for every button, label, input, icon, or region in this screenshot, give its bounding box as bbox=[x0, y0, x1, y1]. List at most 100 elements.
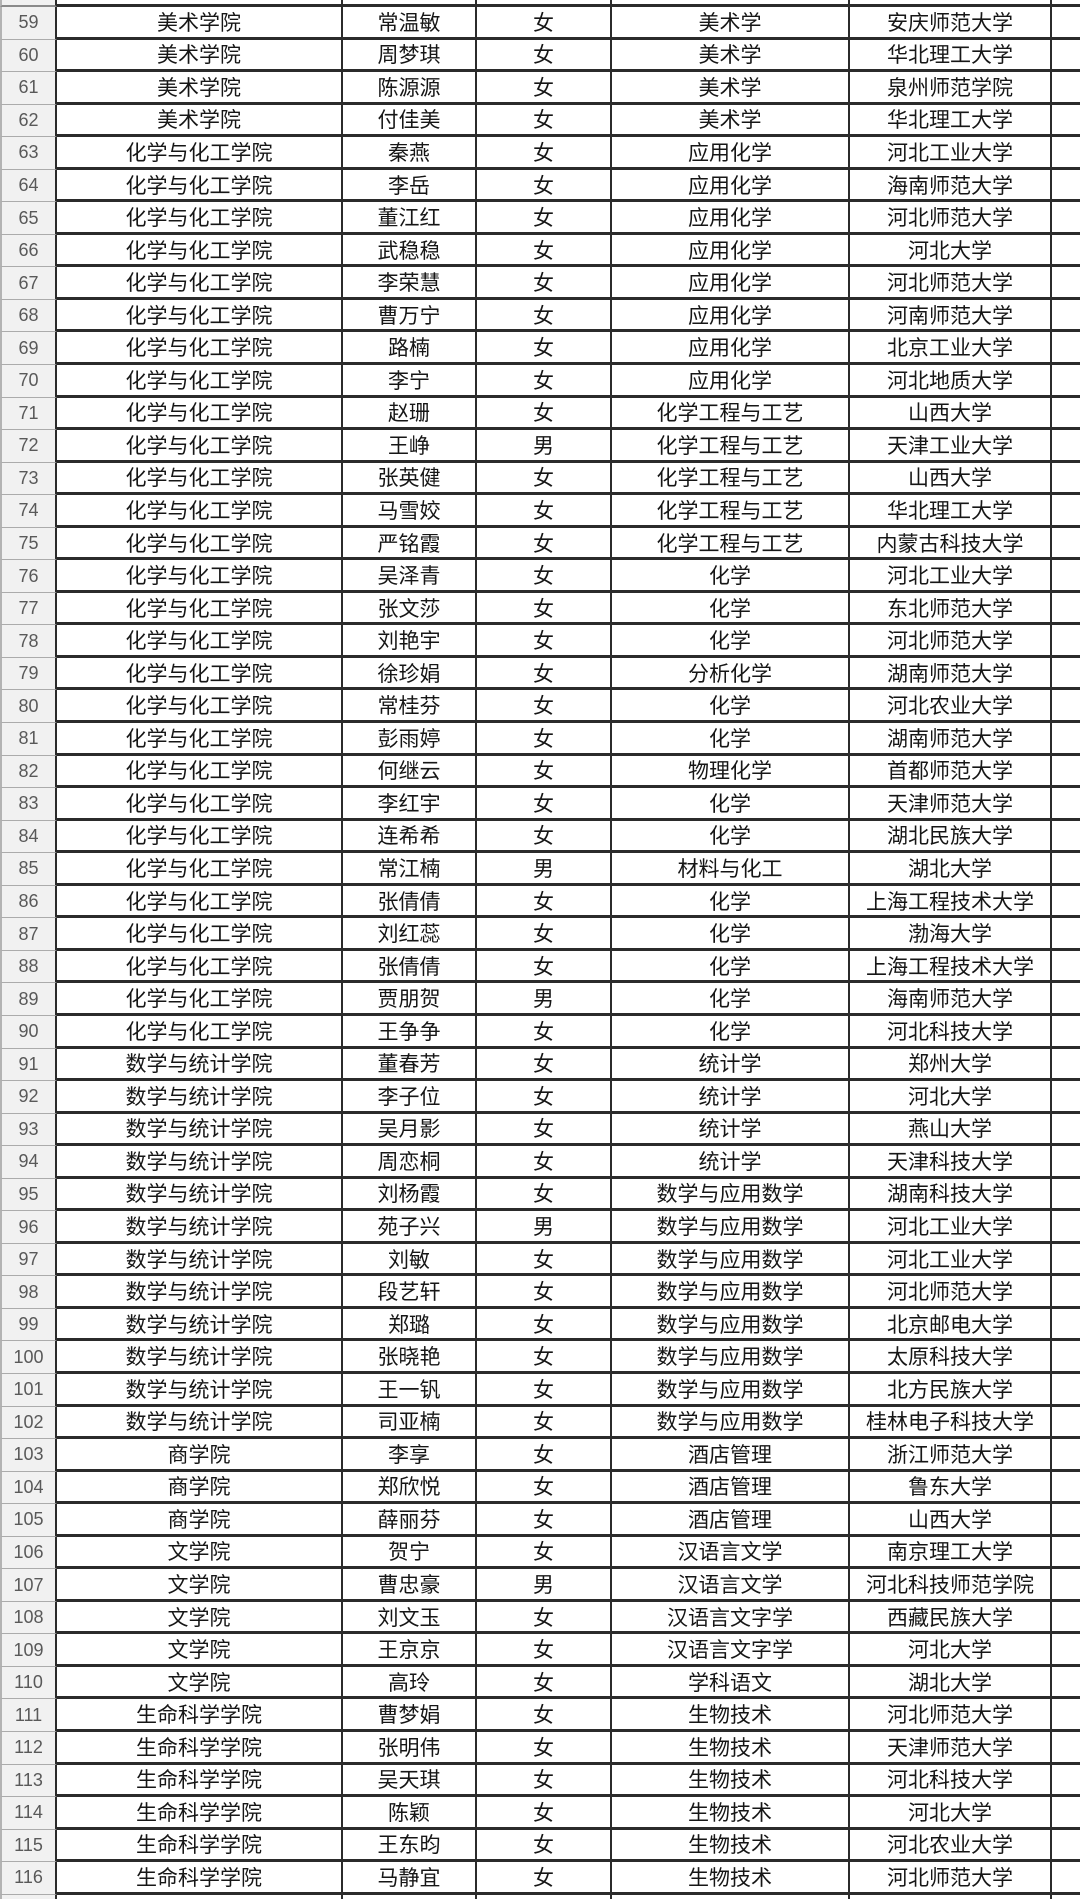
cell-college[interactable]: 化学与化工学院 bbox=[57, 625, 343, 658]
cell-university[interactable]: 鲁东大学 bbox=[850, 1471, 1052, 1505]
cell-gender[interactable]: 女 bbox=[477, 918, 612, 951]
cell-university[interactable]: 渤海大学 bbox=[850, 918, 1052, 951]
cell-name[interactable]: 张明伟 bbox=[343, 1731, 477, 1765]
cell-major[interactable]: 汉语言文字学 bbox=[612, 1601, 850, 1635]
cell-major[interactable]: 酒店管理 bbox=[612, 1504, 850, 1537]
cell-row-number[interactable]: 62 bbox=[0, 104, 57, 138]
cell-university[interactable]: 河北师范大学 bbox=[850, 202, 1052, 235]
cell-college[interactable]: 文学院 bbox=[57, 1601, 343, 1635]
cell-name[interactable]: 王峥 bbox=[343, 430, 477, 463]
cell-row-number[interactable]: 106 bbox=[0, 1536, 57, 1570]
cell-university[interactable]: 上海工程技术大学 bbox=[850, 950, 1052, 984]
cell-row-number[interactable]: 90 bbox=[0, 1015, 57, 1049]
cell-college[interactable]: 化学与化工学院 bbox=[57, 592, 343, 626]
cell-row-number[interactable]: 68 bbox=[0, 299, 57, 333]
cell-row-number[interactable]: 82 bbox=[0, 755, 57, 789]
cell-university[interactable]: 河北师范大学 bbox=[850, 625, 1052, 658]
cell-university[interactable]: 河北大学 bbox=[850, 234, 1052, 268]
cell-gender[interactable]: 女 bbox=[477, 625, 612, 658]
cell-gender[interactable]: 女 bbox=[477, 1276, 612, 1309]
cell-name[interactable]: 周恋桐 bbox=[343, 1146, 477, 1179]
cell-university[interactable]: 天津师范大学 bbox=[850, 1731, 1052, 1765]
cell-university[interactable]: 安庆师范大学 bbox=[850, 7, 1052, 40]
cell-university[interactable]: 湖北民族大学 bbox=[850, 820, 1052, 854]
cell-gender[interactable]: 女 bbox=[477, 1504, 612, 1537]
cell-gender[interactable]: 女 bbox=[477, 885, 612, 919]
cell-college[interactable]: 数学与统计学院 bbox=[57, 1341, 343, 1374]
cell-row-number[interactable]: 95 bbox=[0, 1178, 57, 1212]
cell-row-number[interactable]: 76 bbox=[0, 560, 57, 593]
cell-gender[interactable]: 女 bbox=[477, 657, 612, 691]
cell-university[interactable]: 西藏民族大学 bbox=[850, 1601, 1052, 1635]
cell-row-number[interactable]: 59 bbox=[0, 7, 57, 40]
cell-university[interactable]: 天津科技大学 bbox=[850, 1146, 1052, 1179]
cell-row-number[interactable]: 63 bbox=[0, 137, 57, 170]
cell-name[interactable]: 曹梦娟 bbox=[343, 1699, 477, 1732]
cell-college[interactable]: 化学与化工学院 bbox=[57, 365, 343, 398]
cell-university[interactable]: 河北工业大学 bbox=[850, 137, 1052, 170]
cell-name[interactable]: 陈颖 bbox=[343, 1797, 477, 1830]
cell-university[interactable]: 首都师范大学 bbox=[850, 755, 1052, 789]
cell-university[interactable]: 太原科技大学 bbox=[850, 1341, 1052, 1374]
cell-major[interactable]: 应用化学 bbox=[612, 169, 850, 203]
cell-university[interactable]: 北京工业大学 bbox=[850, 332, 1052, 366]
cell-name[interactable]: 刘敏 bbox=[343, 1243, 477, 1277]
cell-name[interactable]: 董春芳 bbox=[343, 1048, 477, 1082]
cell-college[interactable]: 化学与化工学院 bbox=[57, 853, 343, 886]
cell-university[interactable]: 华北理工大学 bbox=[850, 495, 1052, 528]
cell-college[interactable]: 化学与化工学院 bbox=[57, 495, 343, 528]
cell-major[interactable]: 数学与应用数学 bbox=[612, 1406, 850, 1440]
cell-major[interactable]: 化学 bbox=[612, 1015, 850, 1049]
cell-row-number[interactable]: 112 bbox=[0, 1731, 57, 1765]
cell-row-number[interactable]: 64 bbox=[0, 169, 57, 203]
cell-row-number[interactable]: 113 bbox=[0, 1764, 57, 1798]
cell-college[interactable]: 化学与化工学院 bbox=[57, 1015, 343, 1049]
cell-name[interactable]: 王争争 bbox=[343, 1015, 477, 1049]
cell-gender[interactable]: 女 bbox=[477, 527, 612, 561]
cell-name[interactable]: 马静宜 bbox=[343, 1862, 477, 1895]
cell-college[interactable]: 生命科学学院 bbox=[57, 1862, 343, 1895]
cell-name[interactable]: 马雪姣 bbox=[343, 495, 477, 528]
cell-row-number[interactable]: 92 bbox=[0, 1081, 57, 1114]
cell-gender[interactable]: 女 bbox=[477, 169, 612, 203]
cell-college[interactable]: 文学院 bbox=[57, 1666, 343, 1700]
cell-college[interactable]: 生命科学学院 bbox=[57, 1829, 343, 1863]
cell-row-number[interactable]: 111 bbox=[0, 1699, 57, 1732]
cell-major[interactable]: 化学工程与工艺 bbox=[612, 397, 850, 431]
cell-college[interactable]: 化学与化工学院 bbox=[57, 885, 343, 919]
cell-major[interactable]: 化学工程与工艺 bbox=[612, 527, 850, 561]
cell-major[interactable]: 生物技术 bbox=[612, 1862, 850, 1895]
cell-university[interactable]: 南京理工大学 bbox=[850, 1536, 1052, 1570]
cell-name[interactable]: 郑璐 bbox=[343, 1308, 477, 1342]
cell-college[interactable]: 化学与化工学院 bbox=[57, 137, 343, 170]
cell-college[interactable]: 化学与化工学院 bbox=[57, 299, 343, 333]
cell-name[interactable]: 张晓艳 bbox=[343, 1341, 477, 1374]
cell-major[interactable]: 化学 bbox=[612, 983, 850, 1016]
cell-name[interactable]: 王一钒 bbox=[343, 1373, 477, 1407]
cell-gender[interactable]: 女 bbox=[477, 1699, 612, 1732]
cell-major[interactable]: 生物技术 bbox=[612, 1731, 850, 1765]
cell-major[interactable]: 美术学 bbox=[612, 39, 850, 73]
cell-gender[interactable]: 女 bbox=[477, 104, 612, 138]
cell-name[interactable]: 苑子兴 bbox=[343, 1211, 477, 1244]
cell-name[interactable]: 李岳 bbox=[343, 169, 477, 203]
cell-major[interactable]: 化学 bbox=[612, 625, 850, 658]
cell-university[interactable]: 湖北大学 bbox=[850, 853, 1052, 886]
cell-college[interactable]: 化学与化工学院 bbox=[57, 332, 343, 366]
cell-name[interactable]: 武稳稳 bbox=[343, 234, 477, 268]
cell-college[interactable]: 美术学院 bbox=[57, 7, 343, 40]
cell-major[interactable]: 应用化学 bbox=[612, 365, 850, 398]
cell-name[interactable]: 常江楠 bbox=[343, 853, 477, 886]
cell-major[interactable]: 化学工程与工艺 bbox=[612, 462, 850, 496]
cell-major[interactable]: 统计学 bbox=[612, 1146, 850, 1179]
cell-university[interactable]: 天津工业大学 bbox=[850, 430, 1052, 463]
cell-college[interactable]: 美术学院 bbox=[57, 72, 343, 105]
cell-college[interactable]: 化学与化工学院 bbox=[57, 267, 343, 300]
cell-university[interactable]: 河北大学 bbox=[850, 1797, 1052, 1830]
cell-name[interactable]: 贾朋贺 bbox=[343, 983, 477, 1016]
cell-college[interactable]: 美术学院 bbox=[57, 104, 343, 138]
cell-gender[interactable]: 女 bbox=[477, 1439, 612, 1472]
cell-row-number[interactable]: 79 bbox=[0, 657, 57, 691]
cell-name[interactable]: 董江红 bbox=[343, 202, 477, 235]
cell-university[interactable]: 河北师范大学 bbox=[850, 1276, 1052, 1309]
